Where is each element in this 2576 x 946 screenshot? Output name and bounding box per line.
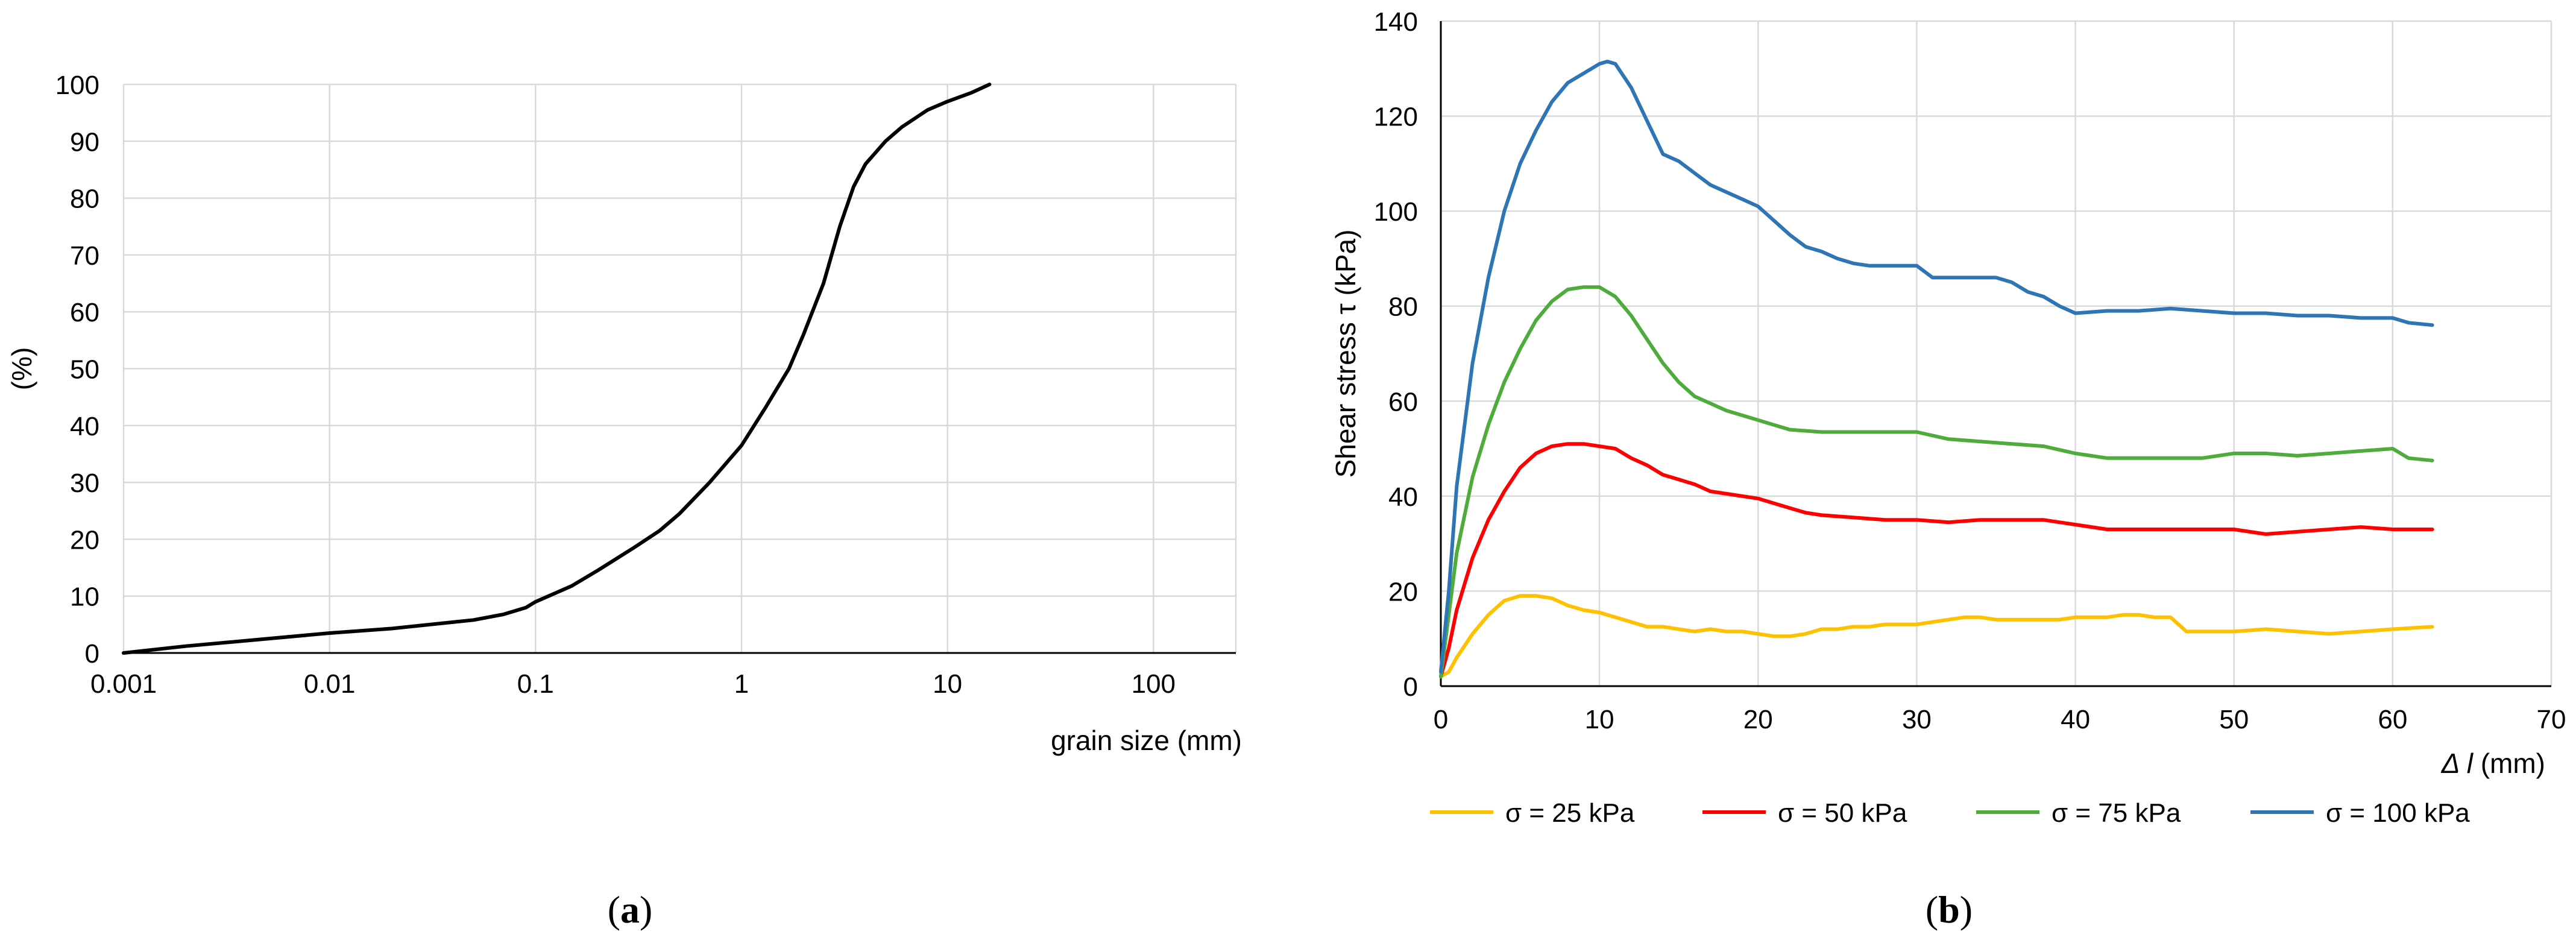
chart-b-y-axis-title: Shear stress τ (kPa) [1330, 230, 1361, 478]
chart-a-x-tick-0.1: 0.1 [517, 669, 554, 699]
chart-b-legend: σ = 25 kPa σ = 50 kPa σ = 75 kPa σ = 100 kP… [1430, 798, 2470, 828]
chart-b-x-tick-60: 60 [2378, 705, 2407, 734]
chart-b-y-tick-20: 20 [1388, 577, 1418, 607]
shear-stress-chart: 0 10 20 30 40 50 60 70 0 20 40 60 80 100 120 140 Δ l (… [1330, 7, 2566, 931]
chart-a-y-tick-90: 90 [70, 127, 99, 157]
chart-b-x-axis-symbol: Δ l [2441, 748, 2474, 779]
grain-size-chart: 0.001 0.01 0.1 1 10 100 0 10 20 30 40 50 60 70 80 90 10… [6, 71, 1242, 931]
chart-b-x-tick-0: 0 [1434, 705, 1448, 734]
chart-a-y-axis-title: (%) [6, 347, 37, 391]
chart-b-gridlines [1441, 20, 2552, 686]
panel-label-b: (b) [1926, 888, 1973, 931]
chart-a-x-tick-0.001: 0.001 [90, 669, 157, 699]
chart-b-y-tick-140: 140 [1374, 7, 1418, 37]
chart-a-y-tick-10: 10 [70, 582, 99, 612]
legend-label-3: σ = 100 kPa [2326, 798, 2470, 828]
chart-a-y-tick-0: 0 [85, 639, 99, 669]
chart-a-x-tick-labels: 0.001 0.01 0.1 1 10 100 [90, 669, 1176, 699]
chart-b-series-line-3 [1439, 60, 2434, 674]
chart-b-y-tick-100: 100 [1374, 197, 1418, 227]
chart-a-y-tick-60: 60 [70, 298, 99, 327]
chart-a-x-tick-10: 10 [933, 669, 962, 699]
chart-a-series-line-0 [122, 83, 992, 655]
legend-label-2: σ = 75 kPa [2052, 798, 2181, 828]
chart-b-x-tick-20: 20 [1743, 705, 1773, 734]
chart-b-x-axis-unit: (mm) [2473, 748, 2545, 779]
chart-a-y-tick-50: 50 [70, 355, 99, 385]
chart-b-y-tick-80: 80 [1388, 292, 1418, 322]
chart-a-y-tick-80: 80 [70, 184, 99, 214]
chart-b-series [1439, 60, 2434, 679]
chart-a-y-tick-70: 70 [70, 241, 99, 271]
panel-label-a: (a) [608, 888, 653, 931]
chart-b-y-tick-40: 40 [1388, 482, 1418, 512]
chart-a-x-axis-title: grain size (mm) [1051, 725, 1242, 756]
chart-a-x-tick-100: 100 [1132, 669, 1176, 699]
chart-a-x-tick-1: 1 [734, 669, 749, 699]
chart-a-y-tick-40: 40 [70, 412, 99, 441]
chart-b-x-tick-40: 40 [2061, 705, 2090, 734]
chart-b-x-tick-30: 30 [1902, 705, 1932, 734]
panel-label-a-letter: a [620, 888, 640, 931]
chart-b-y-tick-120: 120 [1374, 102, 1418, 132]
chart-b-y-tick-60: 60 [1388, 387, 1418, 417]
chart-a-y-tick-30: 30 [70, 468, 99, 498]
chart-b-series-line-1 [1439, 442, 2434, 679]
panel-label-b-letter: b [1938, 888, 1960, 931]
chart-a-y-tick-100: 100 [55, 71, 99, 100]
legend-label-0: σ = 25 kPa [1505, 798, 1635, 828]
chart-b-series-line-0 [1439, 594, 2434, 679]
chart-b-x-axis-title: Δ l (mm) [2441, 748, 2545, 779]
chart-a-y-tick-labels: 0 10 20 30 40 50 60 70 80 90 100 [55, 71, 99, 669]
chart-b-y-tick-0: 0 [1403, 672, 1418, 702]
chart-b-x-tick-50: 50 [2219, 705, 2249, 734]
chart-a-x-tick-0.01: 0.01 [304, 669, 356, 699]
chart-a-y-tick-20: 20 [70, 525, 99, 555]
chart-b-x-tick-10: 10 [1585, 705, 1614, 734]
chart-b-y-tick-labels: 0 20 40 60 80 100 120 140 [1374, 7, 1418, 702]
chart-b-series-line-2 [1439, 285, 2434, 679]
chart-a-series [122, 83, 992, 655]
chart-b-x-tick-70: 70 [2537, 705, 2566, 734]
chart-a-gridlines [122, 83, 1237, 653]
legend-label-1: σ = 50 kPa [1778, 798, 1907, 828]
chart-b-x-tick-labels: 0 10 20 30 40 50 60 70 [1434, 705, 2566, 734]
